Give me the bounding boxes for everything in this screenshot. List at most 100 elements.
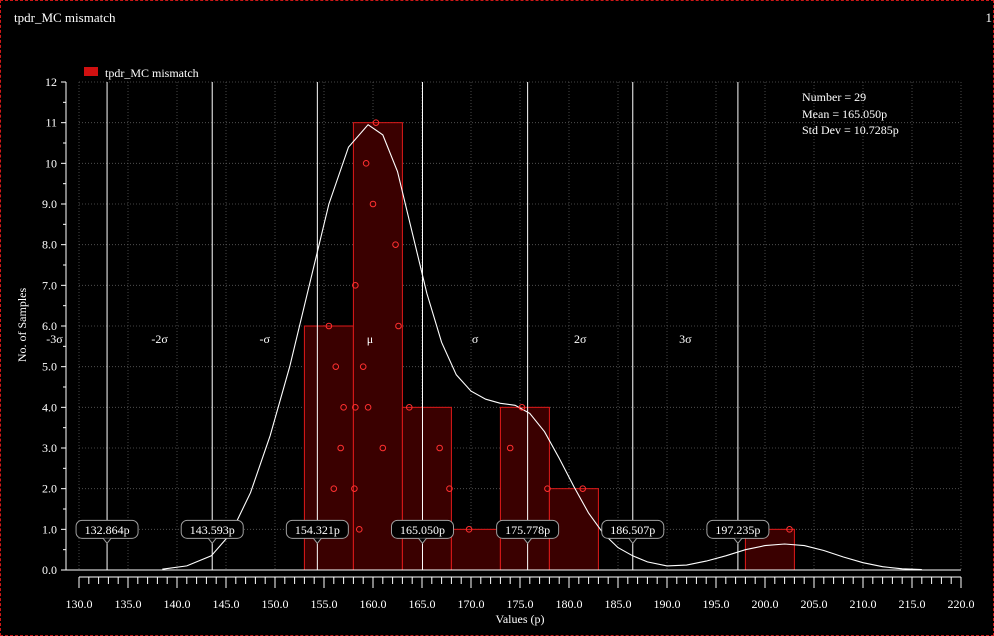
sample-point (518, 404, 526, 411)
y-tick-label: 4.0 (42, 400, 57, 414)
x-tick-label: 220.0 (948, 597, 975, 611)
sample-point (352, 282, 359, 289)
y-tick-label: 10 (45, 156, 57, 170)
x-tick-label: 160.0 (360, 597, 387, 611)
sample-point (379, 444, 387, 452)
sigma-value-label: 186.507p (601, 519, 665, 545)
density-curve-layer (162, 123, 922, 571)
y-tick-label: 3.0 (42, 441, 57, 455)
stats-box: Number = 29 Mean = 165.050p Std Dev = 10… (802, 90, 899, 137)
y-tick-label: 12 (45, 75, 57, 89)
sigma-value-text: 197.235p (715, 523, 760, 537)
sample-point (544, 485, 551, 492)
legend-swatch (84, 67, 98, 76)
sigma-value-pointer (102, 538, 112, 545)
sample-points-layer (325, 119, 793, 533)
axes-layer: 130.0 135.0 140.0 145.0 150.0 155.0 160.0 165.0… (42, 75, 975, 611)
sample-point (325, 322, 333, 330)
density-curve (162, 123, 922, 571)
stats-mean: Mean = 165.050p (802, 107, 887, 121)
sample-point (465, 526, 473, 533)
sample-point (337, 444, 344, 452)
sample-point (395, 322, 402, 330)
sigma-lines-layer: -3σ -2σ -σ μ σ 2σ 3σ (46, 82, 739, 570)
histogram-bar (352, 122, 403, 571)
sigma-label: -σ (260, 332, 271, 346)
sample-point (436, 444, 443, 452)
sigma-value-labels-layer: 132.864p 143.593p 154.321p 165.050p 175.778p… (75, 519, 770, 545)
histogram-bar (499, 406, 550, 571)
sigma-value-pointer (312, 538, 322, 545)
sigma-label: μ (367, 332, 373, 346)
y-tick-label: 2.0 (42, 482, 57, 496)
sigma-value-label: 132.864p (75, 519, 139, 545)
sample-point (352, 404, 359, 411)
histogram-bar (450, 528, 501, 571)
x-tick-label: 130.0 (66, 597, 93, 611)
sigma-value-label: 143.593p (180, 519, 244, 545)
sample-point (332, 363, 340, 370)
x-tick-label: 205.0 (801, 597, 828, 611)
sample-point (506, 444, 514, 452)
y-tick-label: 7.0 (42, 278, 57, 292)
bars-layer (303, 122, 795, 571)
sigma-value-text: 165.050p (400, 523, 445, 537)
sigma-value-pointer (207, 538, 217, 545)
window-index: 1 (985, 10, 993, 25)
y-tick-label: 9.0 (42, 197, 57, 211)
sigma-value-pointer (418, 538, 427, 545)
sigma-label: σ (472, 332, 479, 346)
y-tick-label: 5.0 (42, 360, 57, 374)
x-tick-label: 180.0 (556, 597, 583, 611)
x-tick-label: 215.0 (899, 597, 926, 611)
y-axis-label: No. of Samples (15, 288, 29, 363)
sample-point (355, 526, 363, 533)
sample-point (446, 485, 453, 492)
sigma-value-pointer (523, 538, 533, 545)
sigma-value-text: 186.507p (610, 523, 655, 537)
sample-point (579, 485, 587, 492)
x-tick-label: 195.0 (703, 597, 730, 611)
sigma-value-label: 175.778p (496, 519, 560, 545)
sigma-value-label: 197.235p (706, 519, 770, 545)
sample-point (392, 241, 399, 248)
y-tick-label: 1.0 (42, 522, 57, 536)
x-tick-label: 140.0 (164, 597, 191, 611)
sigma-value-label: 154.321p (285, 519, 349, 545)
window-title: tpdr_MC mismatch (14, 10, 116, 25)
x-tick-label: 150.0 (262, 597, 289, 611)
legend-label: tpdr_MC mismatch (105, 66, 199, 80)
y-tick-label: 11 (45, 116, 57, 130)
sample-point (372, 119, 380, 126)
sigma-value-text: 154.321p (295, 523, 340, 537)
sigma-value-text: 175.778p (505, 523, 550, 537)
y-tick-label: 0.0 (42, 563, 57, 577)
x-tick-label: 210.0 (850, 597, 877, 611)
sigma-label: 3σ (679, 332, 692, 346)
legend[interactable]: tpdr_MC mismatch (84, 66, 199, 80)
x-tick-label: 165.0 (409, 597, 436, 611)
sample-point (364, 404, 372, 411)
y-tick-label: 8.0 (42, 238, 57, 252)
x-tick-label: 145.0 (213, 597, 240, 611)
sigma-label: 2σ (574, 332, 587, 346)
sample-point (330, 485, 338, 492)
sample-point (362, 160, 370, 167)
histogram-bar (401, 406, 452, 571)
x-tick-label: 200.0 (752, 597, 779, 611)
x-tick-label: 135.0 (115, 597, 142, 611)
x-tick-label: 170.0 (458, 597, 485, 611)
stats-std-dev: Std Dev = 10.7285p (802, 123, 899, 137)
sample-point (786, 526, 793, 533)
sample-point (340, 404, 347, 411)
sigma-value-pointer (628, 538, 638, 545)
sample-point (351, 485, 358, 492)
x-tick-label: 185.0 (605, 597, 632, 611)
sigma-value-label: 165.050p (390, 519, 454, 545)
sigma-value-pointer (733, 538, 743, 545)
sample-point (405, 404, 413, 411)
y-tick-label: 6.0 (42, 319, 57, 333)
sigma-value-text: 132.864p (85, 523, 130, 537)
sample-point (369, 200, 377, 208)
